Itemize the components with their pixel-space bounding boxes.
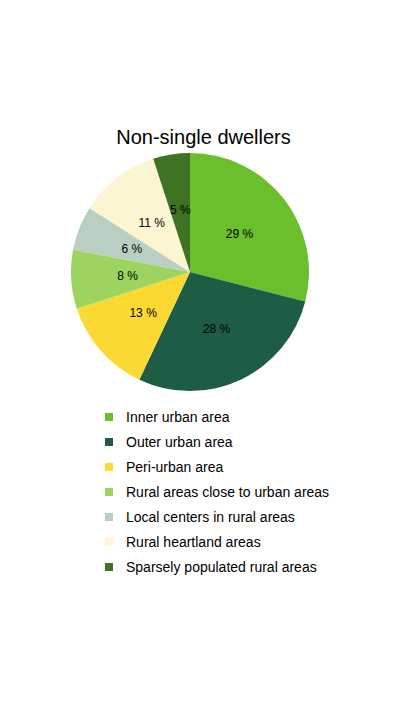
svg-text:Inner urban area: Inner urban area — [126, 409, 230, 425]
svg-text:13 %: 13 % — [129, 306, 157, 320]
svg-text:6 %: 6 % — [122, 242, 143, 256]
svg-text:8 %: 8 % — [117, 269, 138, 283]
svg-text:Sparsely populated rural areas: Sparsely populated rural areas — [126, 559, 317, 575]
svg-text:29 %: 29 % — [226, 227, 254, 241]
svg-text:Rural areas close to urban are: Rural areas close to urban areas — [126, 484, 329, 500]
svg-text:Non-single dwellers: Non-single dwellers — [116, 126, 291, 148]
svg-text:Rural heartland areas: Rural heartland areas — [126, 534, 261, 550]
svg-text:11 %: 11 % — [138, 216, 165, 230]
svg-text:5 %: 5 % — [170, 203, 191, 217]
svg-text:28 %: 28 % — [203, 322, 231, 336]
svg-text:Outer urban area: Outer urban area — [126, 434, 233, 450]
svg-text:Peri-urban area: Peri-urban area — [126, 459, 223, 475]
svg-text:Local centers in rural areas: Local centers in rural areas — [126, 509, 295, 525]
